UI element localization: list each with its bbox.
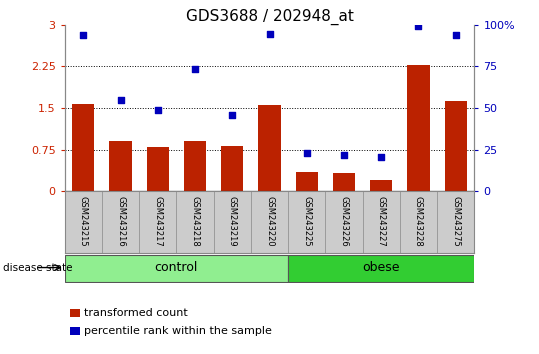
Text: GDS3688 / 202948_at: GDS3688 / 202948_at bbox=[185, 9, 354, 25]
Text: percentile rank within the sample: percentile rank within the sample bbox=[84, 326, 272, 336]
Bar bbox=[147, 147, 169, 191]
Point bbox=[191, 66, 199, 72]
Text: GSM243217: GSM243217 bbox=[153, 196, 162, 247]
Point bbox=[302, 150, 311, 156]
Bar bbox=[221, 146, 244, 191]
Bar bbox=[109, 141, 132, 191]
Point bbox=[116, 97, 125, 103]
Point bbox=[340, 152, 348, 158]
Point bbox=[414, 24, 423, 29]
Text: GSM243227: GSM243227 bbox=[377, 196, 386, 247]
Text: GSM243215: GSM243215 bbox=[79, 196, 88, 247]
Bar bbox=[295, 172, 318, 191]
Point bbox=[79, 32, 88, 38]
Text: GSM243218: GSM243218 bbox=[190, 196, 199, 247]
Text: GSM243219: GSM243219 bbox=[228, 196, 237, 247]
Point bbox=[228, 112, 237, 118]
Text: transformed count: transformed count bbox=[84, 308, 188, 318]
Point bbox=[154, 107, 162, 113]
Bar bbox=[445, 101, 467, 191]
Bar bbox=[258, 105, 281, 191]
Bar bbox=[184, 141, 206, 191]
Text: GSM243228: GSM243228 bbox=[414, 196, 423, 247]
Text: GSM243275: GSM243275 bbox=[451, 196, 460, 247]
Point bbox=[451, 32, 460, 38]
Text: GSM243225: GSM243225 bbox=[302, 196, 311, 247]
Point bbox=[377, 154, 385, 160]
Bar bbox=[407, 65, 430, 191]
Text: GSM243220: GSM243220 bbox=[265, 196, 274, 247]
Text: control: control bbox=[155, 261, 198, 274]
Bar bbox=[72, 104, 94, 191]
Bar bbox=[333, 173, 355, 191]
Point bbox=[265, 32, 274, 37]
Text: disease state: disease state bbox=[3, 263, 72, 273]
Text: obese: obese bbox=[362, 261, 400, 274]
Bar bbox=[370, 180, 392, 191]
Text: GSM243216: GSM243216 bbox=[116, 196, 125, 247]
FancyBboxPatch shape bbox=[65, 255, 288, 282]
Text: GSM243226: GSM243226 bbox=[340, 196, 349, 247]
FancyBboxPatch shape bbox=[288, 255, 474, 282]
